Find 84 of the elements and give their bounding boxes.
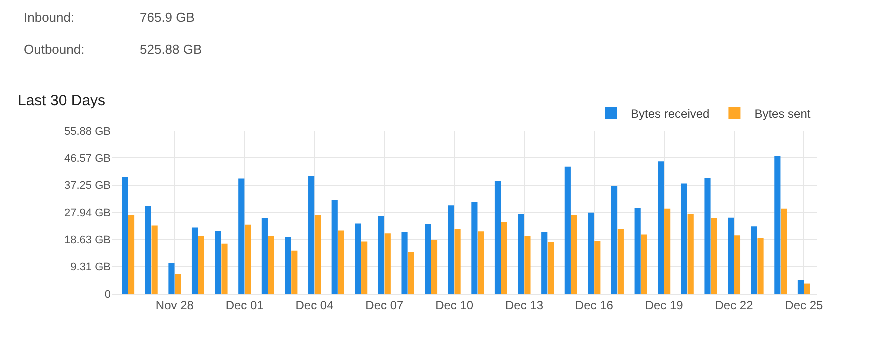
- text: Outbound:: [24, 42, 85, 57]
- chart-title: Last 30 Days: [18, 92, 106, 110]
- bar: [781, 208, 788, 294]
- bar: [215, 231, 222, 294]
- bar: [145, 206, 152, 294]
- bar: [711, 218, 718, 294]
- bar: [222, 244, 228, 294]
- y-tick-label: 0: [104, 288, 111, 301]
- bar: [362, 242, 368, 294]
- x-tick-label: Dec 10: [436, 298, 474, 312]
- bar: [641, 234, 648, 294]
- y-tick-label: 18.63 GB: [64, 234, 111, 247]
- text: 525.88 GB: [140, 42, 202, 57]
- x-tick-label: Dec 25: [785, 298, 824, 312]
- x-tick-label: Nov 28: [156, 298, 194, 312]
- bar: [524, 236, 531, 294]
- x-tick-label: Dec 19: [645, 298, 684, 312]
- bar: [314, 216, 322, 294]
- bar: [588, 212, 594, 294]
- legend-label: Bytes sent: [754, 106, 812, 121]
- text: Inbound:: [24, 10, 75, 25]
- bar: [774, 156, 781, 294]
- bar: [472, 202, 478, 294]
- x-tick-label: Dec 07: [366, 298, 404, 312]
- bar: [122, 177, 128, 294]
- bar: [611, 186, 618, 294]
- bar: [658, 162, 664, 294]
- bar: [292, 250, 298, 294]
- bar: [571, 216, 578, 294]
- bar: [634, 208, 641, 294]
- bar: [548, 242, 554, 294]
- x-tick-label: Dec 13: [505, 298, 544, 312]
- bar: [734, 236, 741, 294]
- legend-label: Bytes received: [631, 106, 710, 121]
- bar: [664, 208, 671, 294]
- bar: [425, 224, 432, 294]
- bar: [192, 228, 198, 294]
- bar: [308, 176, 315, 294]
- bar: [402, 232, 408, 294]
- y-tick-label: 55.88 GB: [64, 126, 111, 138]
- bar: [454, 230, 461, 294]
- y-tick-label: 9.31 GB: [70, 262, 111, 274]
- bar: [338, 230, 344, 294]
- bar: [751, 226, 758, 294]
- bar: [542, 232, 548, 294]
- bar: [448, 206, 454, 294]
- bar: [198, 236, 204, 294]
- x-tick-label: Dec 16: [575, 298, 614, 312]
- x-tick-label: Dec 22: [715, 298, 754, 312]
- y-tick-label: 27.94 GB: [64, 207, 111, 220]
- bar: [268, 236, 274, 294]
- bar: [238, 178, 245, 294]
- bar: [168, 263, 175, 294]
- x-tick-label: Dec 01: [226, 298, 264, 312]
- bar: [128, 214, 135, 294]
- bar: [262, 218, 268, 294]
- bar: [408, 252, 414, 294]
- bar: [152, 226, 158, 294]
- bar: [245, 224, 252, 294]
- bar: [681, 184, 688, 294]
- bar: [494, 181, 502, 294]
- bar: [564, 166, 571, 294]
- bar: [332, 200, 338, 294]
- bar: [431, 240, 438, 294]
- y-tick-label: 37.25 GB: [64, 180, 111, 192]
- bar: [594, 241, 601, 294]
- bar: [478, 232, 484, 294]
- bar: [728, 218, 734, 294]
- y-tick-label: 46.57 GB: [64, 153, 111, 166]
- bar: [618, 229, 624, 294]
- bar: [798, 280, 804, 294]
- x-tick-label: Dec 04: [296, 298, 334, 312]
- bar: [285, 237, 292, 294]
- text: 765.9 GB: [140, 10, 195, 25]
- bar: [355, 224, 362, 294]
- bar: [175, 274, 182, 294]
- bar: [804, 284, 810, 294]
- bar: [518, 214, 524, 294]
- bar: [378, 216, 385, 294]
- bar: [501, 222, 508, 294]
- bar: [384, 234, 391, 294]
- bar: [688, 214, 694, 294]
- bar: [758, 238, 764, 294]
- bar: [704, 178, 711, 294]
